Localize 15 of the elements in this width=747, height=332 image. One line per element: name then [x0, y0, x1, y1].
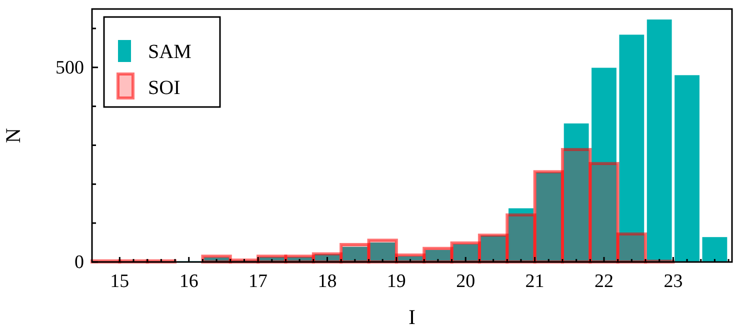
x-tick-label: 17: [248, 271, 268, 292]
x-tick-label: 18: [318, 271, 337, 292]
x-axis-title: I: [408, 305, 416, 329]
x-tick-label: 22: [594, 271, 614, 292]
x-tick-label: 23: [664, 271, 683, 292]
x-tick-label: 21: [525, 271, 544, 292]
x-tick-label: 15: [110, 271, 130, 292]
x-tick-label: 19: [386, 271, 406, 292]
legend-label: SOI: [148, 77, 180, 99]
x-tick-label: 16: [179, 271, 198, 292]
y-tick-label: 0: [74, 252, 84, 273]
x-tick-label: 20: [456, 271, 476, 292]
y-tick-label: 500: [56, 57, 84, 78]
legend-label: SAM: [148, 41, 192, 63]
y-axis-title: N: [1, 128, 25, 144]
